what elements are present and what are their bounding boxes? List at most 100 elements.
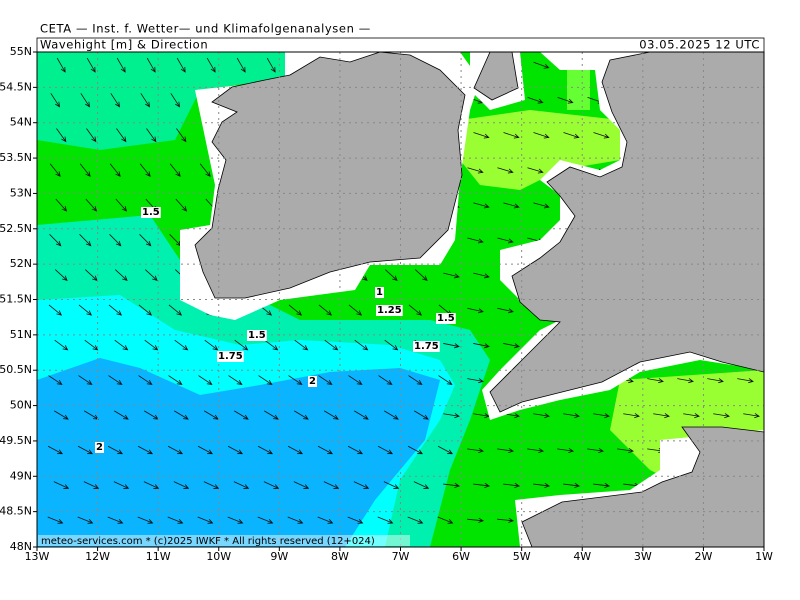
direction-arrow xyxy=(473,202,490,209)
direction-arrow xyxy=(204,410,219,420)
direction-arrow xyxy=(503,202,520,209)
direction-arrow xyxy=(407,516,424,524)
lat-label: 52.5N xyxy=(0,222,32,235)
direction-arrow xyxy=(533,202,550,209)
direction-arrow xyxy=(107,516,124,524)
direction-arrow xyxy=(266,57,276,73)
lat-label: 49N xyxy=(10,469,32,482)
footer-box xyxy=(38,535,410,546)
contour-label: 1.5 xyxy=(142,207,160,218)
direction-arrow xyxy=(384,269,398,282)
direction-arrow xyxy=(174,339,189,351)
direction-arrow xyxy=(467,378,484,384)
lat-label: 48N xyxy=(10,540,32,553)
direction-arrow xyxy=(79,163,91,177)
direction-arrow xyxy=(167,516,184,524)
direction-arrow xyxy=(83,481,100,489)
lat-label: 54N xyxy=(10,116,32,129)
direction-arrow xyxy=(384,410,399,420)
lat-label: 52N xyxy=(10,257,32,270)
direction-arrow xyxy=(144,269,158,282)
direction-arrow xyxy=(47,445,64,455)
direction-arrow xyxy=(227,516,244,524)
direction-arrow xyxy=(137,445,154,455)
direction-arrow xyxy=(533,413,550,419)
direction-arrow xyxy=(55,198,68,212)
direction-arrow xyxy=(176,57,186,73)
direction-arrow xyxy=(114,269,128,282)
direction-arrow xyxy=(110,93,120,108)
direction-arrow xyxy=(497,447,514,454)
lat-label: 50N xyxy=(10,399,32,412)
lat-label: 51N xyxy=(10,328,32,341)
direction-arrow xyxy=(109,163,121,177)
direction-arrow xyxy=(258,375,273,385)
direction-arrow xyxy=(174,410,189,420)
direction-arrow xyxy=(497,517,515,523)
lon-label: 3W xyxy=(634,550,652,563)
direction-arrow xyxy=(264,339,279,351)
direction-arrow xyxy=(234,410,249,420)
direction-arrow xyxy=(54,410,69,420)
direction-arrow xyxy=(503,132,520,139)
contour-label: 1 xyxy=(376,287,383,298)
direction-arrow xyxy=(53,481,70,489)
direction-arrow xyxy=(84,339,99,351)
direction-arrow xyxy=(743,413,760,419)
lat-label: 49.5N xyxy=(0,434,32,447)
direction-arrow xyxy=(348,304,363,316)
direction-arrow xyxy=(146,57,156,73)
direction-arrow xyxy=(84,269,98,282)
direction-arrow xyxy=(233,481,250,489)
direction-arrow xyxy=(527,167,544,174)
direction-arrow xyxy=(146,128,157,143)
direction-arrow xyxy=(443,343,460,349)
direction-arrow xyxy=(288,375,303,385)
direction-arrow xyxy=(683,413,700,419)
direction-arrow xyxy=(47,516,64,524)
direction-arrow xyxy=(169,163,181,177)
direction-arrow xyxy=(113,481,130,489)
direction-arrow xyxy=(593,132,610,139)
direction-arrow xyxy=(737,378,754,384)
direction-arrow xyxy=(467,307,484,314)
direction-arrow xyxy=(497,307,514,314)
contour-label-box xyxy=(413,341,440,352)
direction-arrow xyxy=(287,445,304,455)
contour-label: 2 xyxy=(309,376,316,387)
direction-arrow xyxy=(168,304,183,316)
direction-arrow xyxy=(56,57,66,73)
direction-arrow xyxy=(497,167,514,174)
direction-arrow xyxy=(107,445,124,455)
contour-label-box xyxy=(436,313,456,324)
product-title: Wavehight [m] & Direction xyxy=(40,38,208,52)
lat-label: 53.5N xyxy=(0,151,32,164)
direction-arrow xyxy=(137,516,154,524)
lat-label: 55N xyxy=(10,45,32,58)
direction-arrow xyxy=(198,375,213,385)
direction-arrow xyxy=(408,375,423,385)
direction-arrow xyxy=(593,482,610,488)
direction-arrow xyxy=(49,234,62,247)
direction-arrow xyxy=(593,413,610,419)
direction-arrow xyxy=(378,375,393,385)
direction-arrow xyxy=(234,339,249,351)
direction-arrow xyxy=(527,447,544,454)
direction-arrow xyxy=(176,128,187,143)
lon-label: 1W xyxy=(755,550,773,563)
footer: meteo-services.com * (c)2025 IWKF * All … xyxy=(41,536,375,547)
direction-arrow xyxy=(353,481,370,489)
direction-arrow xyxy=(50,93,60,108)
contour-label-box xyxy=(376,305,403,316)
direction-arrow xyxy=(318,304,333,316)
direction-arrow xyxy=(623,413,640,419)
direction-arrow xyxy=(168,375,183,385)
direction-arrow xyxy=(347,445,364,455)
contour-label: 1.5 xyxy=(248,330,266,341)
direction-arrow xyxy=(175,198,188,212)
direction-arrow xyxy=(138,375,153,385)
direction-arrow xyxy=(533,61,550,69)
lon-label: 6W xyxy=(452,550,470,563)
sea-blue xyxy=(37,358,440,547)
direction-arrow xyxy=(236,57,246,73)
